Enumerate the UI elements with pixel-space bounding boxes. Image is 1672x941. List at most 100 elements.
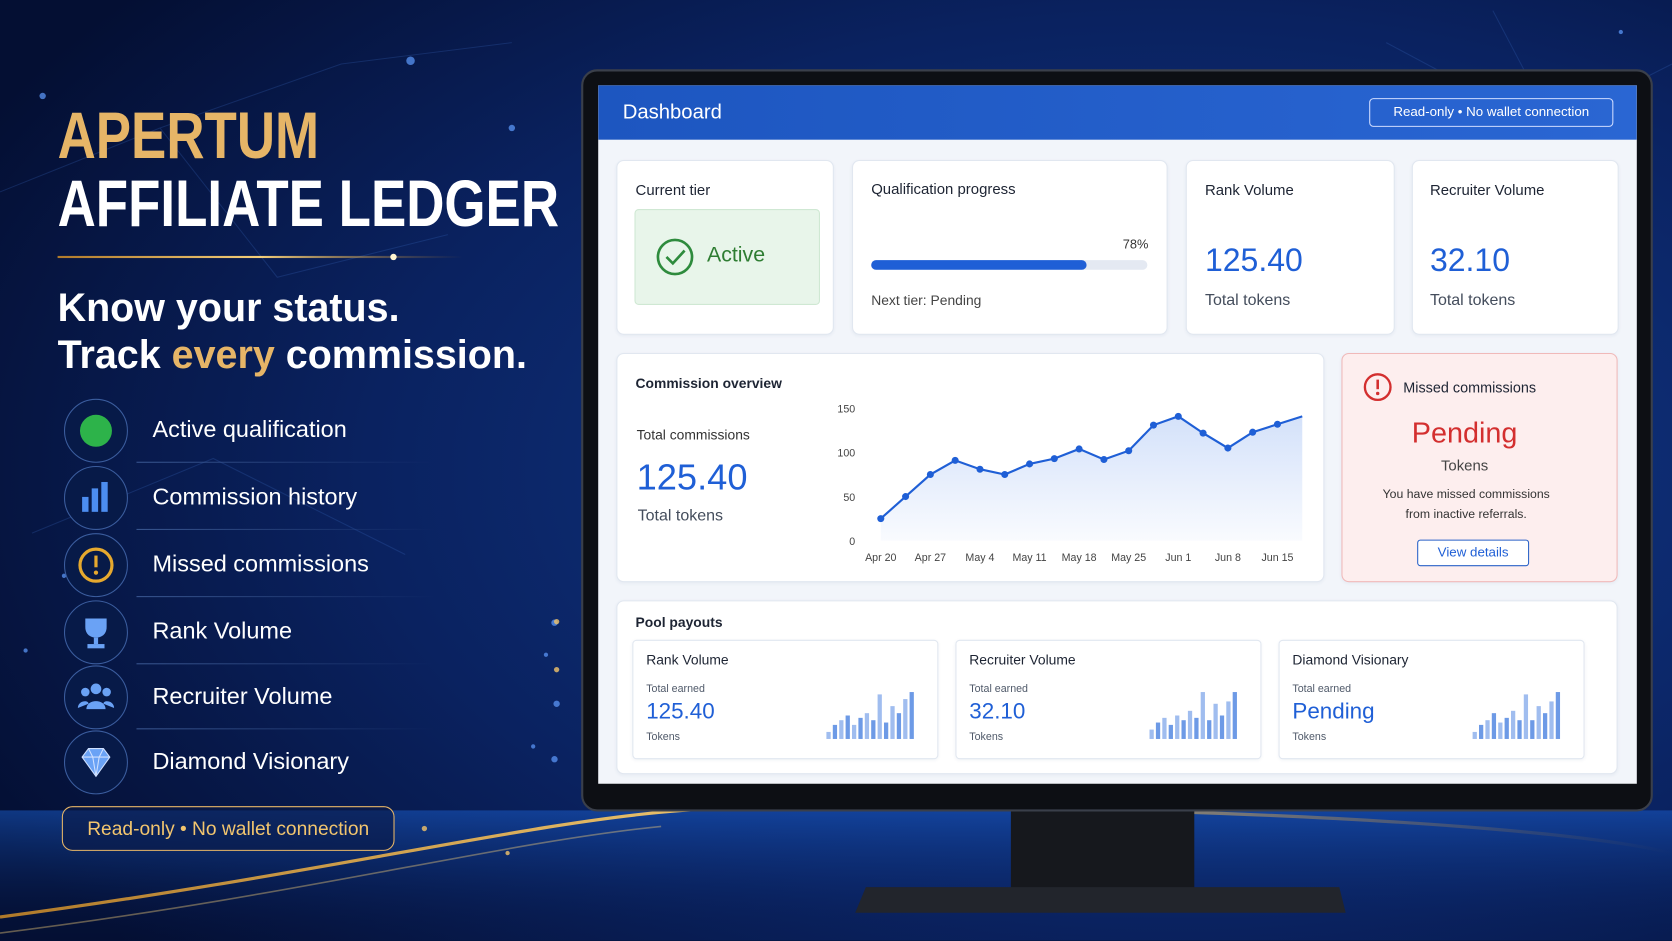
- spark-bar: [1523, 694, 1529, 739]
- line-chart: 0 50 100 150 Apr 20 Apr 27 May 4 May 11 May 18 Ma…: [837, 404, 1303, 564]
- view-details-button[interactable]: View details: [1417, 539, 1530, 567]
- stat-value: 125.40: [1204, 243, 1303, 279]
- spark-bar: [826, 731, 831, 739]
- spark-bar: [877, 694, 882, 739]
- spark-bar: [1517, 720, 1522, 739]
- spark-bar: [909, 692, 914, 739]
- feature-label: Missed commissions: [152, 550, 369, 577]
- card-label: Commission overview: [635, 375, 782, 392]
- title-text: APERTUM: [57, 99, 320, 173]
- tagline: Track every commission.: [58, 333, 527, 378]
- card-label: Current tier: [635, 181, 711, 199]
- feature-label: Recruiter Volume: [152, 682, 333, 710]
- progress-note: Next tier: Pending: [871, 292, 982, 309]
- spark-bar: [871, 720, 876, 739]
- x-tick-label: Jun 15: [1261, 552, 1293, 564]
- spark-bar: [851, 724, 857, 739]
- x-tick-label: May 4: [965, 552, 994, 564]
- point: [1075, 445, 1083, 453]
- spark-bar: [1504, 717, 1509, 739]
- stat-card: Recruiter Volume 32.10 Total tokens: [1411, 159, 1619, 335]
- commission-card: Commission overview Total commissions 12…: [616, 352, 1325, 583]
- card-label: Missed commissions: [1403, 379, 1537, 396]
- spark-bar: [1485, 720, 1490, 739]
- spark-bar: [1478, 724, 1484, 739]
- spark-bar: [1530, 720, 1535, 739]
- x-tick-label: Jun 1: [1165, 552, 1191, 564]
- point: [902, 493, 910, 501]
- area-fill: [880, 416, 1303, 541]
- qualification-card: Qualification progress 78% Next tier: Pe…: [851, 159, 1168, 335]
- alert-icon: [1363, 373, 1392, 402]
- pool-name: Rank Volume: [646, 651, 729, 668]
- spark-bar: [832, 724, 838, 739]
- header-title: Dashboard: [622, 101, 722, 124]
- missed-card: Missed commissions Pending Tokens You ha…: [1341, 352, 1618, 583]
- check-icon: [656, 238, 694, 276]
- feature-label: Rank Volume: [152, 617, 293, 645]
- feature-row: Recruiter Volume: [63, 665, 436, 731]
- tagline-accent: every: [171, 332, 275, 377]
- tagline-part: commission.: [274, 332, 527, 377]
- earned-label: Total earned: [1292, 683, 1352, 696]
- point: [926, 470, 934, 479]
- x-tick-label: Apr 27: [915, 552, 946, 564]
- point: [1125, 447, 1133, 455]
- x-tick-label: May 25: [1111, 552, 1146, 564]
- screen: Dashboard Read-only • No wallet connecti…: [598, 85, 1637, 784]
- x-tick-label: Apr 20: [865, 552, 896, 564]
- hero-title-2: AFFILIATE LEDGER: [58, 166, 685, 242]
- tagline: Know your status.: [57, 285, 400, 330]
- card-label: Qualification progress: [871, 180, 1016, 198]
- point: [1050, 455, 1058, 463]
- spark-bar: [896, 713, 902, 739]
- header-bar: Dashboard Read-only • No wallet connecti…: [598, 85, 1637, 140]
- earned-label: Total earned: [969, 683, 1028, 696]
- tagline-part: Track: [57, 332, 172, 377]
- y-tick-label: 100: [837, 448, 855, 460]
- x-tick-label: May 18: [1062, 552, 1097, 564]
- feature-row: Rank Volume: [63, 600, 436, 666]
- title-text: AFFILIATE LEDGER: [57, 167, 560, 241]
- progress-label: 78%: [1122, 236, 1149, 252]
- point: [1149, 421, 1158, 429]
- y-tick-label: 0: [849, 536, 855, 548]
- pool-card: Pool payouts Rank Volume Total earned 125.…: [616, 600, 1618, 775]
- stat-unit: Total tokens: [1429, 291, 1516, 310]
- spark-bar: [1219, 715, 1225, 739]
- missed-message: You have missed commissions: [1382, 488, 1550, 502]
- spark-bar: [864, 713, 870, 739]
- spark-bar: [1155, 722, 1161, 739]
- x-tick-label: May 11: [1012, 552, 1046, 564]
- spark-bar: [1510, 710, 1516, 739]
- stat-card: Rank Volume 125.40 Total tokens: [1185, 159, 1395, 335]
- feature-label: Active qualification: [152, 415, 347, 443]
- sparkline: [1472, 692, 1561, 739]
- pool-name: Diamond Visionary: [1292, 651, 1409, 668]
- spark-bar: [1207, 720, 1212, 739]
- spark-bar: [858, 717, 863, 739]
- feature-label: Commission history: [152, 483, 358, 510]
- total-value: 125.40: [636, 457, 748, 498]
- point: [1100, 456, 1108, 464]
- point: [1174, 412, 1182, 420]
- feature-label: Diamond Visionary: [152, 747, 349, 775]
- pool-unit: Tokens: [1292, 731, 1327, 744]
- spark-bar: [839, 720, 844, 739]
- point: [1026, 460, 1034, 468]
- y-tick-label: 50: [843, 492, 855, 504]
- spark-bar: [903, 699, 908, 739]
- spark-bar: [883, 722, 889, 739]
- spark-bar: [1187, 710, 1193, 739]
- sparkline: [826, 692, 914, 739]
- spark-bar: [1181, 720, 1186, 739]
- missed-unit: Tokens: [1440, 456, 1489, 474]
- feature-icon: [63, 665, 128, 730]
- spark-bar: [1472, 731, 1477, 739]
- feature-icon: [63, 398, 128, 463]
- feature-row: Missed commissions: [63, 533, 436, 599]
- point: [1273, 420, 1281, 428]
- spark-bar: [1555, 692, 1561, 739]
